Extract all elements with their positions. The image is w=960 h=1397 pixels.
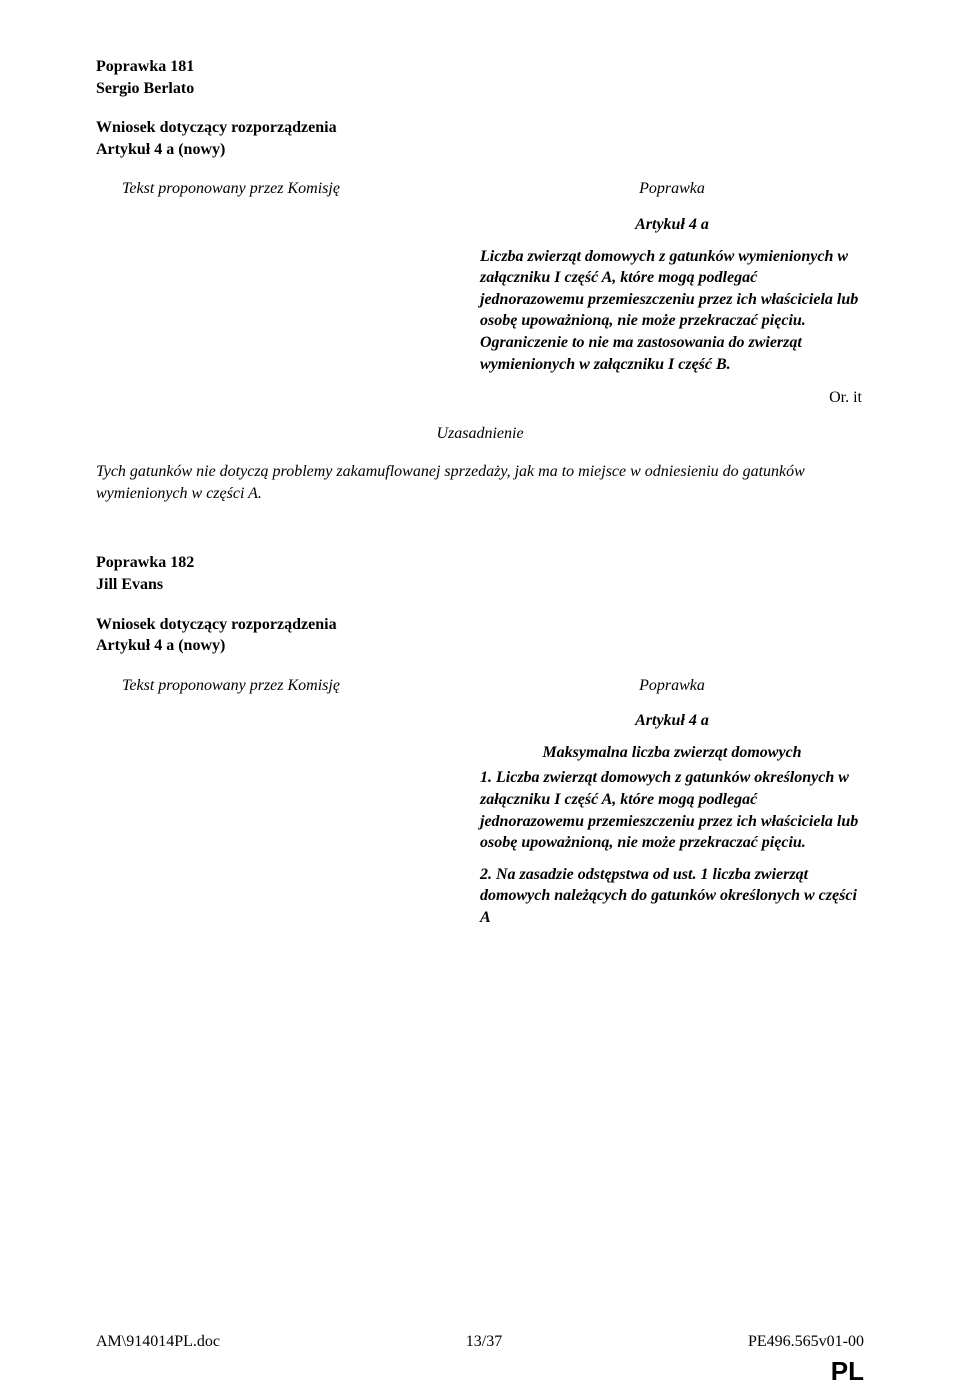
left-col-header: Tekst proponowany przez Komisję (96, 178, 480, 200)
amendment-author: Jill Evans (96, 574, 864, 596)
justification-text: Tych gatunków nie dotyczą problemy zakam… (96, 461, 864, 504)
amendment-number: Poprawka 182 (96, 552, 864, 574)
original-language: Or. it (96, 389, 864, 407)
article-para1: 1. Liczba zwierząt domowych z gatunków o… (480, 767, 864, 853)
justification-heading: Uzasadnienie (96, 425, 864, 443)
page-footer: AM\914014PL.doc 13/37 PE496.565v01-00 (96, 1333, 864, 1351)
language-mark: PL (831, 1356, 864, 1387)
subject-line1: Wniosek dotyczący rozporządzenia (96, 117, 864, 139)
amendment-182-right-text: Artykuł 4 a Maksymalna liczba zwierząt d… (480, 710, 864, 928)
footer-right: PE496.565v01-00 (748, 1333, 864, 1351)
left-col-header: Tekst proponowany przez Komisję (96, 675, 480, 697)
amendment-181-subject: Wniosek dotyczący rozporządzenia Artykuł… (96, 117, 864, 160)
amendment-author: Sergio Berlato (96, 78, 864, 100)
right-col-header: Poprawka (480, 675, 864, 697)
subject-line2: Artykuł 4 a (nowy) (96, 139, 864, 161)
amendment-181-col-headers: Tekst proponowany przez Komisję Poprawka (96, 178, 864, 200)
amendment-182-subject: Wniosek dotyczący rozporządzenia Artykuł… (96, 614, 864, 657)
amendment-182-col-headers: Tekst proponowany przez Komisję Poprawka (96, 675, 864, 697)
amendment-181-header: Poprawka 181 Sergio Berlato (96, 56, 864, 99)
right-col-header: Poprawka (480, 178, 864, 200)
footer-left: AM\914014PL.doc (96, 1333, 220, 1351)
article-subheading: Maksymalna liczba zwierząt domowych (480, 742, 864, 764)
amendment-number: Poprawka 181 (96, 56, 864, 78)
article-body: Liczba zwierząt domowych z gatunków wymi… (480, 246, 864, 376)
subject-line1: Wniosek dotyczący rozporządzenia (96, 614, 864, 636)
footer-center: 13/37 (466, 1333, 502, 1351)
amendment-182-header: Poprawka 182 Jill Evans (96, 552, 864, 595)
amendment-181-right-text: Artykuł 4 a Liczba zwierząt domowych z g… (480, 214, 864, 375)
article-heading: Artykuł 4 a (480, 710, 864, 732)
article-heading: Artykuł 4 a (480, 214, 864, 236)
subject-line2: Artykuł 4 a (nowy) (96, 635, 864, 657)
article-para2: 2. Na zasadzie odstępstwa od ust. 1 licz… (480, 864, 864, 929)
